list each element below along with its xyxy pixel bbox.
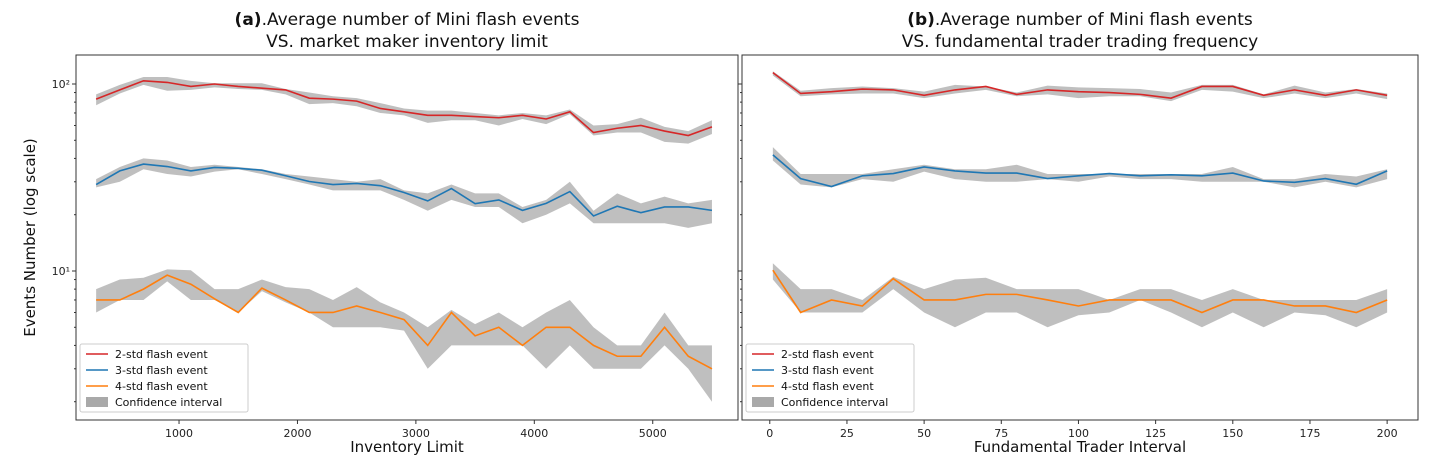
axes-frame [741,54,1419,421]
y-axis-label: Events Number (log scale) [21,138,39,337]
legend-box [79,343,249,413]
x-tick-label: 25 [840,427,854,440]
series-line-3std [95,163,713,217]
x-tick-label: 4000 [520,427,548,440]
x-tick-label: 75 [994,427,1008,440]
chart-title-line2: VS. fundamental trader trading frequency [902,32,1259,52]
x-tick-label: 1000 [165,427,193,440]
x-tick-label: 150 [1222,427,1243,440]
series-line-2std [772,72,1388,99]
title-panel-letter: (a) [235,10,262,30]
confidence-band-2std [772,71,1388,102]
x-tick-label: 200 [1377,427,1398,440]
legend-label: Confidence interval [115,396,222,409]
legend: 2-std flash event 3-std flash event 4-std … [745,343,915,413]
confidence-band-4std [96,269,712,402]
y-tick-label: 10² [52,78,70,91]
panel-a: 10² 10¹ 1000 2000 3000 4000 5000 Inventory Limi… [21,10,739,456]
title-panel-letter: (b) [907,10,935,30]
legend-label: 4-std flash event [115,380,208,393]
chart-title-line1: (b).Average number of Mini flash events [907,10,1253,30]
series-line-4std [96,274,713,370]
x-axis-label: Fundamental Trader Interval [974,438,1186,456]
legend: 2-std flash event 3-std flash event 4-std … [79,343,249,413]
legend-label: Confidence interval [781,396,888,409]
x-tick-label: 100 [1068,427,1089,440]
chart-title-line1: (a).Average number of Mini flash events [235,10,580,30]
legend-label: 2-std flash event [781,348,874,361]
confidence-band-3std [772,147,1388,188]
legend-swatch-confidence [86,397,108,407]
y-tick-label: 10¹ [52,265,70,278]
title-text: .Average number of Mini flash events [262,10,580,30]
series-line-2std [95,80,713,137]
series-line-4std [772,269,1388,314]
x-tick-label: 125 [1145,427,1166,440]
chart-title-line2: VS. market maker inventory limit [266,32,548,52]
x-tick-label: 5000 [639,427,667,440]
x-axis-label: Inventory Limit [350,438,464,456]
x-tick-label: 2000 [283,427,311,440]
legend-label: 2-std flash event [115,348,208,361]
series-line-3std [772,154,1388,188]
legend-box [745,343,915,413]
legend-label: 3-std flash event [781,364,874,377]
confidence-band-2std [96,77,712,144]
x-tick-label: 175 [1299,427,1320,440]
panel-b: 0 25 50 75 100 125 150 175 200 Fundamental Trader… [738,10,1419,456]
axes-frame [75,54,739,421]
legend-label: 4-std flash event [781,380,874,393]
x-tick-label: 0 [766,427,773,440]
legend-swatch-confidence [752,397,774,407]
confidence-band-4std [772,263,1388,328]
x-tick-label: 50 [917,427,931,440]
legend-label: 3-std flash event [115,364,208,377]
x-tick-label: 3000 [402,427,430,440]
title-text: .Average number of Mini flash events [935,10,1253,30]
